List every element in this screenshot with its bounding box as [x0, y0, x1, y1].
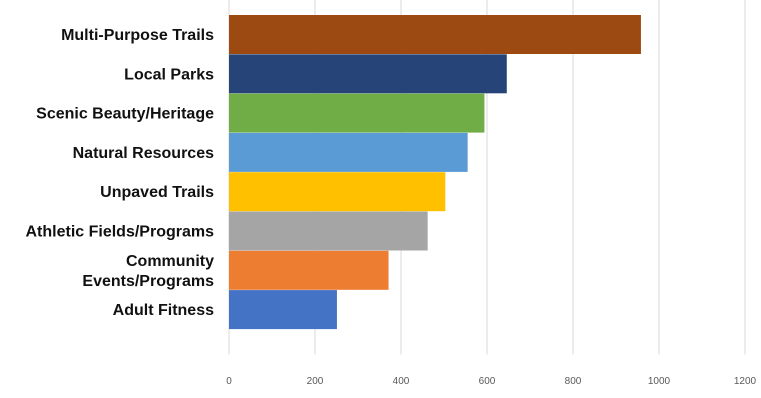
bar — [229, 15, 641, 54]
category-label: Natural Resources — [73, 145, 214, 162]
category-label-line: Adult Fitness — [113, 302, 214, 319]
bar — [229, 93, 485, 133]
bar — [229, 211, 428, 251]
x-tick-label: 1000 — [648, 376, 671, 387]
category-label-line: Scenic Beauty/Heritage — [36, 106, 214, 123]
category-label: Local Parks — [124, 66, 214, 83]
category-label: Scenic Beauty/Heritage — [36, 106, 214, 123]
x-tick-label: 800 — [565, 376, 582, 387]
bar — [229, 54, 507, 94]
category-label-line: Unpaved Trails — [100, 184, 214, 201]
x-axis-tick-labels: 0 200 400 600 800 1000 1200 — [226, 376, 756, 387]
x-tick-label: 600 — [479, 376, 496, 387]
x-tick-label: 1200 — [734, 376, 757, 387]
bars — [229, 15, 641, 330]
x-tick-label: 0 — [226, 376, 232, 387]
category-label-line: Natural Resources — [73, 145, 214, 162]
category-label: Community Events/Programs — [82, 253, 214, 290]
bar — [229, 250, 389, 290]
bar — [229, 172, 446, 212]
bar — [229, 132, 468, 172]
category-label-line: Events/Programs — [82, 273, 214, 290]
bar — [229, 290, 337, 330]
category-label: Unpaved Trails — [100, 184, 214, 201]
x-tick-label: 400 — [393, 376, 410, 387]
category-label-line: Community — [126, 253, 214, 270]
category-label: Adult Fitness — [113, 302, 214, 319]
x-tick-label: 200 — [307, 376, 324, 387]
category-labels: Multi-Purpose Trails Local Parks Scenic Be… — [26, 27, 215, 319]
category-label: Athletic Fields/Programs — [26, 224, 215, 241]
category-label-line: Local Parks — [124, 66, 214, 83]
category-label-line: Athletic Fields/Programs — [26, 224, 215, 241]
category-label: Multi-Purpose Trails — [61, 27, 214, 44]
category-label-line: Multi-Purpose Trails — [61, 27, 214, 44]
